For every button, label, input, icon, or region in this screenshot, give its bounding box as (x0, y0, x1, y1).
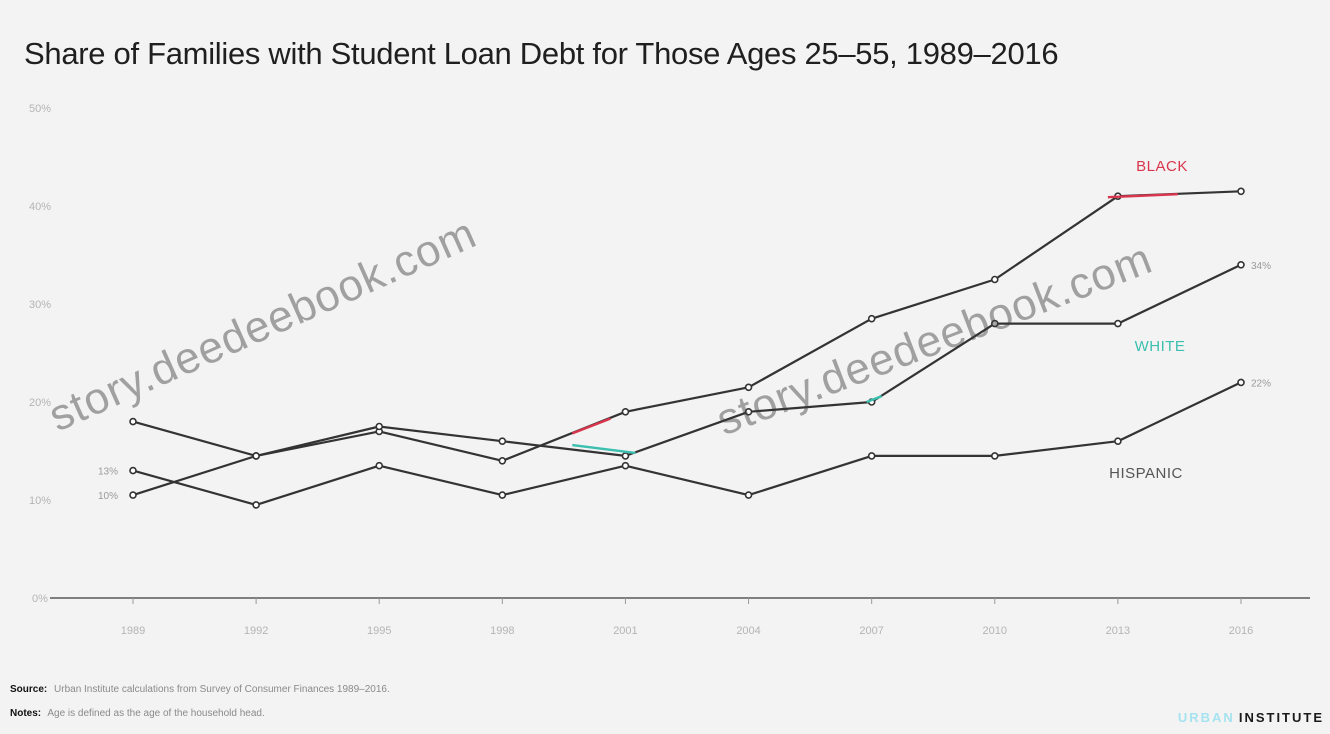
chart-title: Share of Families with Student Loan Debt… (24, 36, 1059, 71)
end-value-label: 34% (1251, 261, 1271, 272)
data-point (129, 466, 137, 475)
series-hispanic (129, 378, 1245, 509)
x-tick-label: 1995 (367, 625, 391, 637)
notes-text: Age is defined as the age of the househo… (47, 708, 265, 719)
x-tick-label: 2007 (859, 625, 883, 637)
source-label: Source: (10, 684, 48, 695)
end-value-label: 22% (1251, 378, 1271, 389)
x-tick-label: 1992 (244, 625, 268, 637)
x-tick-label: 2016 (1229, 625, 1253, 637)
label-layer: BLACK WHITE HISPANIC 13% 10% 34% 22% (98, 158, 1271, 502)
data-point (621, 461, 630, 470)
data-point (1114, 437, 1122, 446)
data-point (498, 456, 507, 465)
notes-note: Notes: Age is defined as the age of the … (10, 708, 265, 719)
black-highlight (1107, 193, 1178, 199)
series-line (132, 263, 1242, 497)
data-point (744, 491, 753, 499)
data-point (498, 437, 507, 446)
white-highlight (572, 443, 636, 455)
x-tick-label: 2001 (613, 625, 637, 637)
white-highlight (866, 395, 883, 404)
series-layer (129, 187, 1245, 509)
data-point (990, 275, 999, 284)
y-tick-label: 40% (29, 201, 51, 213)
y-axis: 50% 40% 30% 20% 10% 0% (29, 103, 51, 605)
data-point (375, 461, 384, 470)
brand-institute: INSTITUTE (1238, 710, 1324, 725)
start-value-label: 10% (98, 491, 118, 502)
data-point (498, 491, 507, 499)
series-white (129, 260, 1245, 499)
data-point (1237, 187, 1245, 196)
start-value-label: 13% (98, 467, 118, 478)
x-tick-label: 2004 (736, 625, 760, 637)
y-tick-label: 20% (29, 397, 51, 409)
data-point (252, 452, 260, 460)
source-text: Urban Institute calculations from Survey… (54, 684, 390, 695)
series-label-white: WHITE (1135, 338, 1186, 355)
data-point (1114, 319, 1122, 328)
y-tick-label: 0% (32, 593, 48, 605)
notes-label: Notes: (10, 708, 42, 719)
series-line (132, 381, 1242, 506)
data-point (867, 314, 876, 323)
x-tick-label: 1989 (121, 625, 145, 637)
data-point (129, 491, 137, 499)
series-label-hispanic: HISPANIC (1109, 465, 1183, 482)
y-tick-label: 50% (29, 103, 51, 115)
data-point (621, 407, 630, 416)
data-point (375, 422, 384, 431)
series-label-black: BLACK (1136, 158, 1188, 175)
brand-logo: URBAN INSTITUTE (1178, 710, 1324, 725)
y-tick-label: 30% (29, 299, 51, 311)
data-point (252, 501, 260, 509)
data-point (1237, 378, 1245, 387)
x-tick-label: 2010 (983, 625, 1007, 637)
data-point (744, 407, 753, 416)
data-point (744, 383, 753, 392)
data-point (990, 452, 999, 460)
data-point (990, 319, 999, 328)
x-axis: 1989 1992 1995 1998 2001 2004 2007 2010 2013 2016 (50, 597, 1310, 637)
black-highlight (571, 417, 611, 435)
brand-urban: URBAN (1177, 710, 1235, 725)
series-line (132, 190, 1242, 462)
y-tick-label: 10% (29, 495, 51, 507)
data-point (129, 417, 137, 426)
x-tick-label: 1998 (490, 625, 514, 637)
data-point (621, 452, 630, 460)
source-note: Source: Urban Institute calculations fro… (10, 684, 390, 695)
data-point (1237, 260, 1245, 269)
x-tick-label: 2013 (1106, 625, 1130, 637)
data-point (867, 452, 876, 460)
